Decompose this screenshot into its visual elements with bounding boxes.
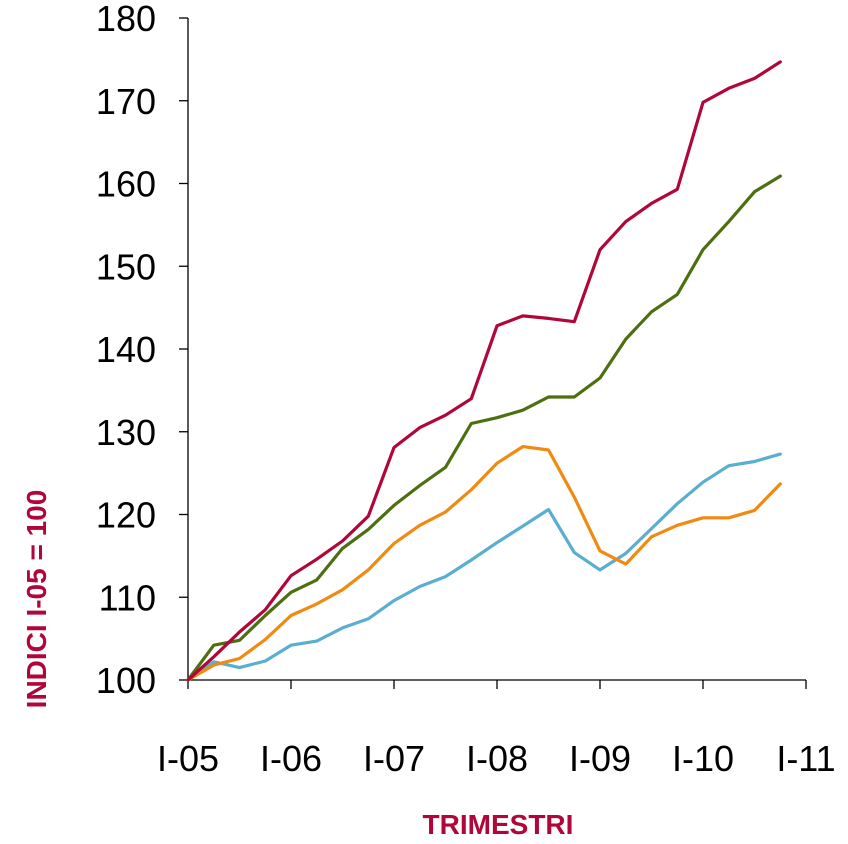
series-line-1 <box>186 60 782 682</box>
x-tick-label: I-05 <box>157 738 219 779</box>
x-axis-title: TRIMESTRI <box>423 809 574 840</box>
y-tick-label: 140 <box>96 329 156 370</box>
y-tick-label: 160 <box>96 164 156 205</box>
x-tick-label: I-07 <box>363 738 425 779</box>
y-tick-label: 130 <box>96 412 156 453</box>
x-axis: I-05 I-06 I-07 I-08 I-09 I-10 I-11 <box>157 679 836 779</box>
y-tick-label: 120 <box>96 495 156 536</box>
y-tick-label: 100 <box>96 660 156 701</box>
y-tick-label: 110 <box>99 577 156 618</box>
series-line-2 <box>186 174 782 682</box>
y-tick-label: 150 <box>96 246 156 287</box>
y-axis: 100 110 120 130 140 150 160 170 180 <box>96 0 189 701</box>
y-axis-title: INDICI I-05 = 100 <box>21 490 52 709</box>
series-line-3 <box>186 445 782 682</box>
y-tick-label: 180 <box>96 0 156 39</box>
x-tick-label: I-09 <box>569 738 631 779</box>
y-tick-label: 170 <box>96 81 156 122</box>
x-tick-label: I-11 <box>776 738 835 779</box>
series-layer <box>186 60 782 682</box>
x-tick-label: I-06 <box>260 738 322 779</box>
x-tick-label: I-10 <box>672 738 734 779</box>
x-tick-label: I-08 <box>466 738 528 779</box>
series-line-4 <box>186 452 782 682</box>
